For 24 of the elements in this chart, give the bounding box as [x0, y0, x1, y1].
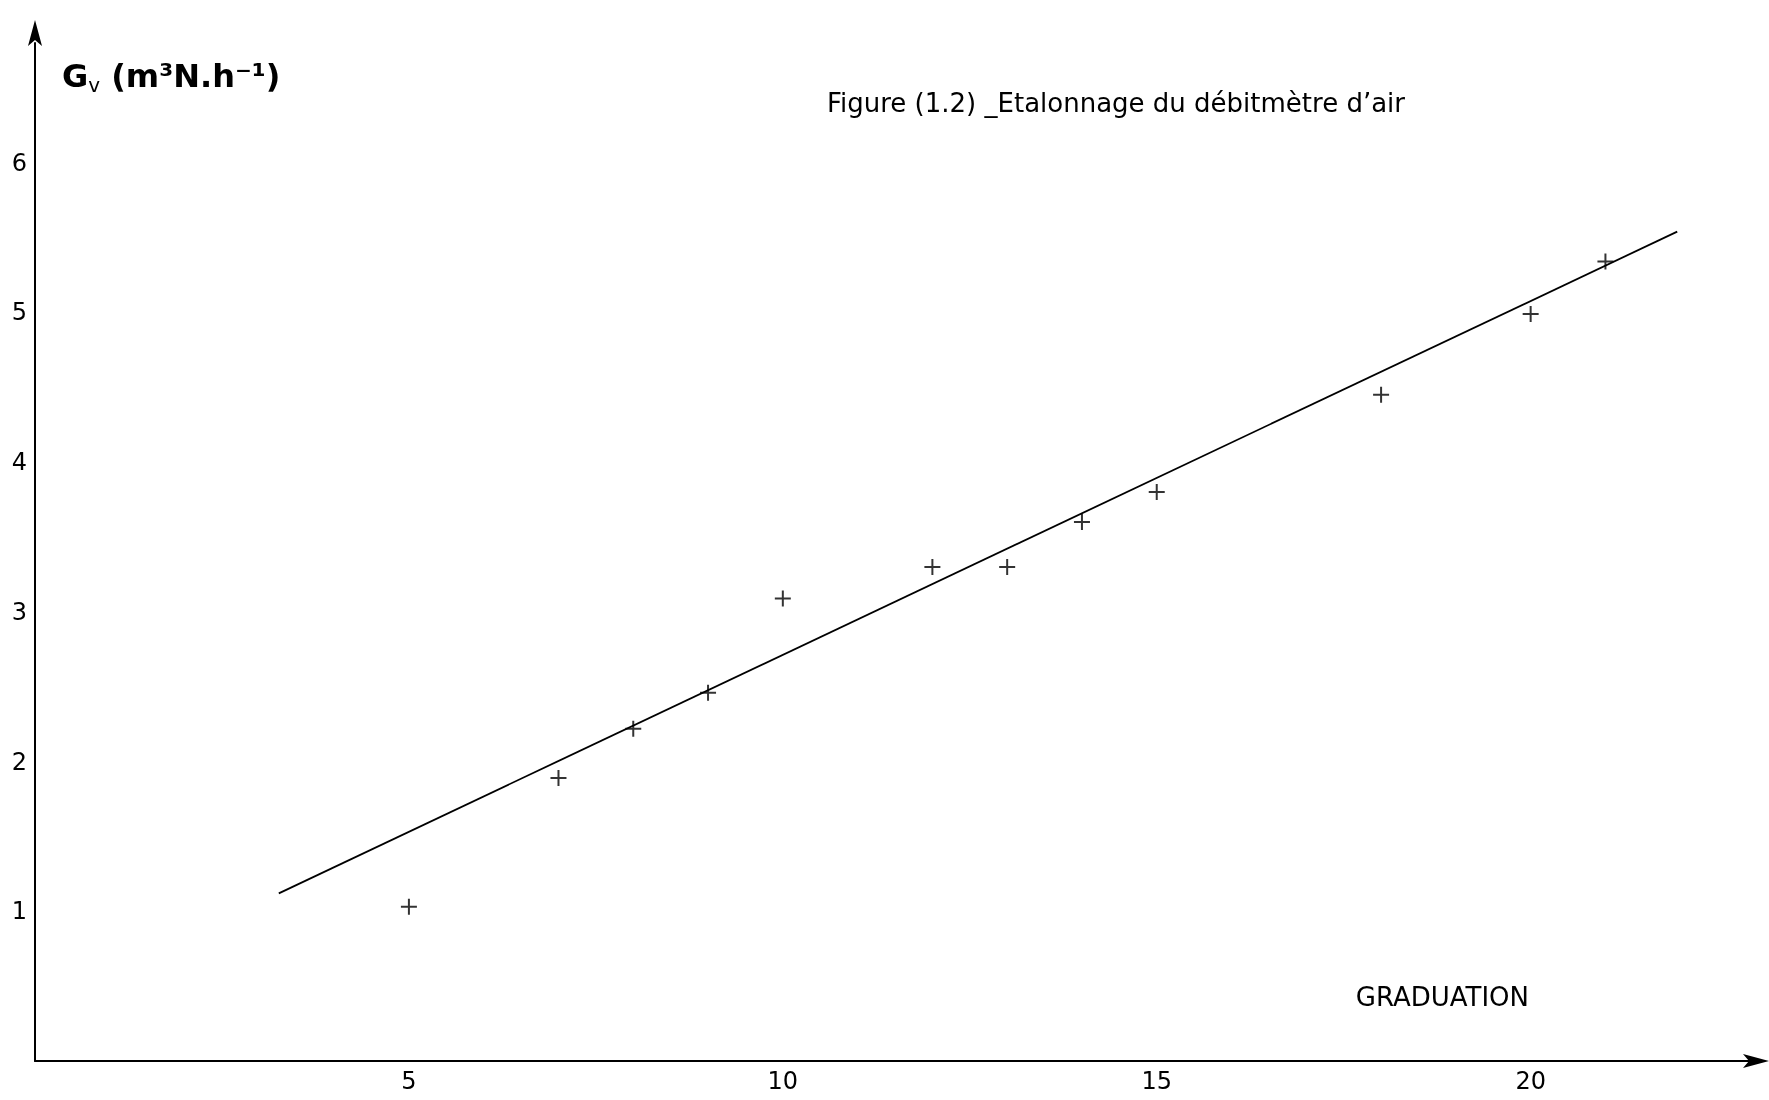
point: [1372, 385, 1391, 404]
point: [773, 589, 792, 608]
y-tick-label: 1: [11, 897, 27, 926]
point: [1521, 304, 1540, 323]
x-axis-title: GRADUATION: [1355, 982, 1530, 1012]
point: [549, 769, 568, 788]
x-tick-label: 15: [1141, 1067, 1173, 1095]
point: [1072, 513, 1091, 532]
point: [923, 557, 942, 576]
y-tick-label: 2: [11, 747, 27, 776]
y-tick-label: 4: [11, 448, 27, 477]
point: [1596, 252, 1615, 271]
point: [998, 557, 1017, 576]
point: [699, 683, 718, 702]
point: [1147, 483, 1166, 502]
y-tick-label: 3: [11, 597, 27, 626]
text: Figure (1.2) _Etalonnage du débitmètre d’air: [826, 88, 1406, 118]
x-tick-label: 20: [1515, 1067, 1546, 1095]
point: [624, 719, 643, 738]
y-tick-label: 6: [11, 148, 27, 177]
y-tick-label: 5: [11, 298, 27, 327]
x-tick-label: 10: [767, 1067, 799, 1095]
x-tick-label: 5: [401, 1067, 417, 1095]
point: [399, 897, 418, 916]
